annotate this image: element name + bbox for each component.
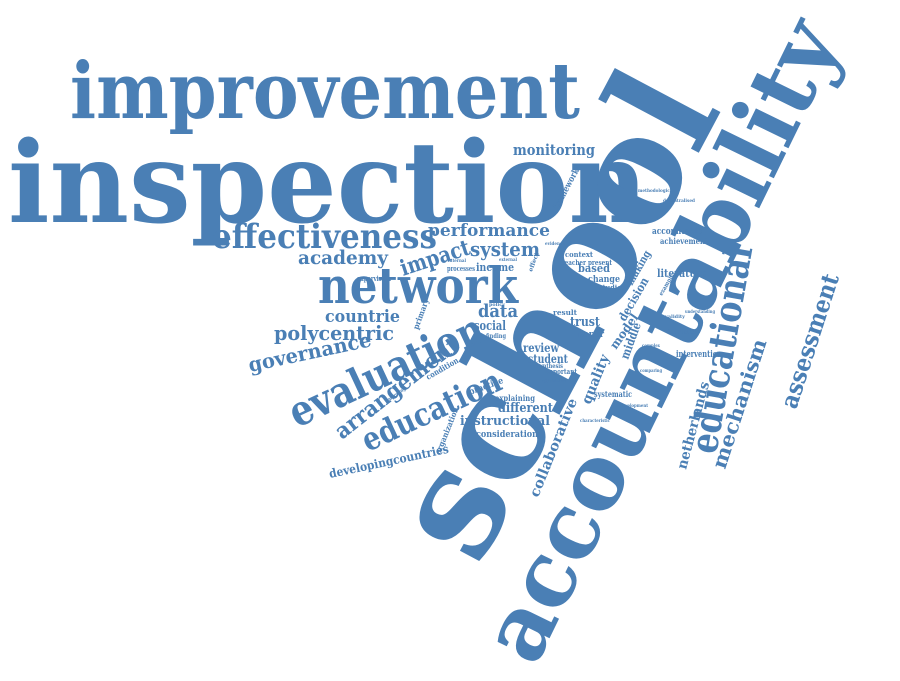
- word-based: based: [578, 262, 610, 275]
- word-systematic: systematic: [594, 389, 632, 399]
- word-evidence: evidence: [545, 241, 565, 247]
- word-effectiveness: effectiveness: [212, 217, 437, 257]
- word-processes: processes: [447, 264, 475, 273]
- word-context: context: [565, 250, 594, 259]
- word-understanding: understanding: [685, 309, 715, 315]
- word-studies: studies: [599, 283, 625, 292]
- word-approaches: approaches: [542, 378, 566, 384]
- word-intervention: intervention: [676, 350, 722, 360]
- word-characteristic: characteristic: [580, 418, 610, 424]
- word-development: development: [620, 403, 649, 409]
- word-social: social: [474, 319, 506, 334]
- word-improvement: improvement: [70, 46, 580, 137]
- word-policy: policy: [489, 302, 506, 308]
- word-methodological: methodological: [638, 188, 674, 194]
- word-assessment: assessment: [774, 270, 845, 412]
- word-review: review: [523, 341, 560, 355]
- word-polycentric: polycentric: [274, 321, 394, 345]
- word-teacher-present: teacher present: [562, 258, 613, 267]
- word-monitoring: monitoring: [513, 141, 595, 159]
- word-system: system: [470, 237, 540, 261]
- word-consideration: consideration: [476, 430, 538, 440]
- word-result: result: [553, 308, 578, 317]
- word-instructional: instructional: [460, 414, 550, 429]
- word-comparing: comparing: [640, 368, 662, 374]
- word-network: network: [318, 256, 519, 315]
- word-synthesis: synthesis: [537, 363, 564, 370]
- word-important: important: [545, 367, 578, 376]
- word-explaining: explaining: [495, 393, 535, 403]
- word-complex: complex: [642, 343, 661, 349]
- word-achievement: achievement: [660, 236, 708, 246]
- word-paper: paper: [578, 330, 604, 340]
- word-performance: performance: [428, 221, 550, 241]
- word-change: change: [588, 275, 620, 285]
- word-inspection: inspection: [8, 118, 648, 249]
- word-finding: finding: [486, 333, 507, 340]
- word-validity: validity: [664, 314, 686, 320]
- word-student: student: [528, 352, 568, 366]
- word-countrie: countrie: [325, 307, 400, 327]
- word-internal: internal: [448, 258, 466, 264]
- word-trust: trust: [570, 315, 600, 330]
- word-data: data: [478, 301, 518, 322]
- word-decentralised: decentralised: [663, 198, 695, 204]
- word-supervision: supervision: [357, 274, 391, 283]
- word-accountable: accountable: [652, 227, 702, 237]
- word-external: external: [499, 257, 517, 263]
- word-income: income: [476, 261, 514, 274]
- word-different: different: [498, 401, 553, 416]
- word-instruction: instruction: [668, 329, 699, 336]
- word-literature: literature: [657, 267, 707, 280]
- word-academy: academy: [298, 247, 389, 269]
